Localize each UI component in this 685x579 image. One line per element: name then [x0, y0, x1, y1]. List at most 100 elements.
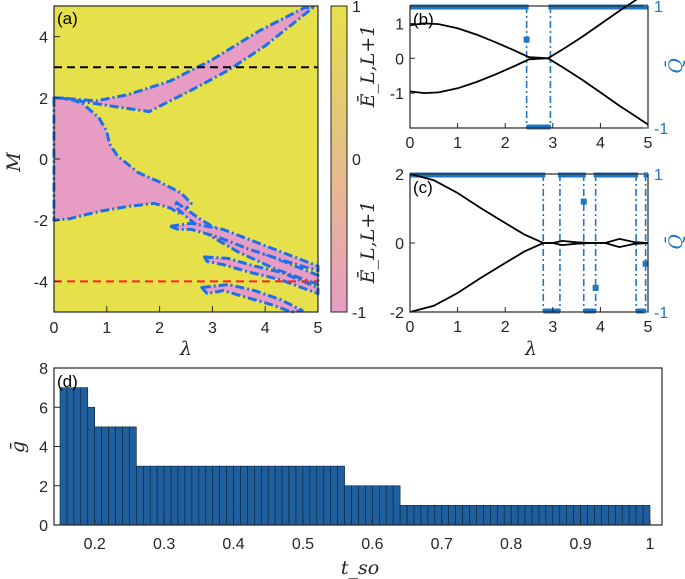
- a-xtick-label: 0: [50, 320, 59, 337]
- bar: [344, 485, 352, 526]
- bar: [503, 505, 512, 526]
- bar: [545, 505, 554, 526]
- bar: [80, 387, 89, 526]
- bar: [385, 485, 394, 526]
- d-ytick-label: 0: [39, 518, 48, 535]
- bar: [94, 426, 102, 526]
- bar: [496, 505, 505, 526]
- bar: [142, 465, 151, 526]
- region-main-lobe: [54, 97, 192, 221]
- bar: [267, 465, 276, 526]
- bar: [559, 505, 568, 526]
- d-xtick-label: 0.6: [361, 536, 383, 553]
- b-q-marker: [523, 36, 530, 43]
- panel-a-heatmap: 0 1 2 3 4 5 4 2 0 -2 -4 (a) M λ 1 0 -1: [3, 0, 366, 360]
- bar: [163, 465, 172, 526]
- region-lower-branch-3: [204, 256, 318, 294]
- b-xtick-label: 2: [501, 135, 510, 152]
- a-xtick-label: 4: [261, 320, 270, 337]
- b-xtick-label: 5: [644, 135, 653, 152]
- d-xtick-label: 0.9: [569, 536, 591, 553]
- d-xtick-label: 0.5: [292, 536, 314, 553]
- panel-c-xlabel: λ: [524, 338, 537, 360]
- bar: [288, 465, 297, 526]
- bar: [455, 505, 463, 526]
- bar: [101, 426, 109, 526]
- panel-c-line: 0 1 2 3 4 520-21-1 (c) Ē_L,L+1 Q̄ λ: [356, 167, 685, 360]
- bar: [392, 485, 401, 526]
- b-ytick-right-label: 1: [654, 0, 663, 16]
- c-ytick-label: -2: [390, 305, 404, 322]
- c-ytick-label: 2: [395, 167, 404, 184]
- bar: [628, 505, 637, 526]
- a-xtick-label: 1: [102, 320, 111, 337]
- colorbar: [330, 5, 348, 313]
- panel-b-line: 0 1 2 3 4 5 1 0 -1 1 -1 (b) Ē_L,L+1 Q̄: [356, 0, 685, 152]
- c-line-E-lower: [409, 242, 649, 313]
- bar: [378, 485, 387, 526]
- bar: [614, 505, 623, 526]
- c-xtick-label: 4: [596, 319, 605, 336]
- d-xtick-label: 0.7: [431, 536, 453, 553]
- bar: [510, 505, 519, 526]
- bar: [205, 465, 214, 526]
- d-xtick-label: 0.2: [84, 536, 106, 553]
- bar: [642, 505, 651, 526]
- bar: [295, 465, 304, 526]
- bar: [260, 465, 269, 526]
- panel-d-xlabel: t_so: [341, 557, 379, 579]
- bar: [129, 426, 137, 526]
- d-ytick-label: 8: [39, 361, 48, 378]
- bar: [274, 465, 283, 526]
- bar: [441, 505, 450, 526]
- panel-c-label: (c): [413, 178, 433, 197]
- d-xtick-label: 0.8: [500, 536, 522, 553]
- c-q-marker: [642, 260, 649, 267]
- bar: [281, 465, 290, 526]
- bar: [566, 505, 574, 526]
- region-lower-branch-2: [170, 223, 318, 271]
- b-ytick-right-label: -1: [654, 121, 668, 138]
- panel-d-ylabel: ḡ: [7, 441, 29, 453]
- bar: [226, 465, 234, 526]
- panel-b-ylabel-right: Q̄: [664, 58, 685, 74]
- bar: [115, 426, 123, 526]
- bar: [573, 505, 581, 526]
- bar: [580, 505, 588, 526]
- bar: [184, 465, 193, 526]
- b-xtick-label: 3: [548, 135, 557, 152]
- d-xtick-label: 0.3: [153, 536, 175, 553]
- panel-c-ylabel: Ē_L,L+1: [356, 201, 379, 285]
- bar: [170, 465, 179, 526]
- boundary-upper-branch: [57, 6, 315, 114]
- bar: [156, 465, 165, 526]
- bar: [476, 505, 484, 526]
- b-ytick-label: 1: [395, 16, 404, 33]
- bar: [198, 465, 207, 526]
- a-ytick-label: 0: [39, 152, 48, 169]
- b-xtick-label: 0: [406, 135, 415, 152]
- d-ytick-label: 6: [39, 400, 48, 417]
- bar: [233, 465, 241, 526]
- c-xtick-label: 0: [406, 319, 415, 336]
- colorbar-tick-label: -1: [352, 305, 366, 322]
- c-xtick-label: 5: [644, 319, 653, 336]
- bar: [462, 505, 470, 526]
- b-ytick-label: -1: [390, 86, 404, 103]
- bar: [483, 505, 491, 526]
- panel-c-frame: [409, 173, 649, 313]
- bar: [594, 505, 602, 526]
- a-xtick-label: 5: [314, 320, 323, 337]
- d-xtick-label: 0.4: [222, 536, 244, 553]
- bar: [87, 406, 96, 526]
- bar: [254, 465, 262, 526]
- bar: [59, 387, 68, 526]
- panel-a-xlabel: λ: [179, 338, 192, 360]
- bar: [434, 505, 443, 526]
- bar: [240, 465, 248, 526]
- bar: [552, 505, 561, 526]
- b-xtick-label: 1: [453, 135, 462, 152]
- a-ytick-label: 2: [39, 91, 48, 108]
- bar: [635, 505, 644, 526]
- c-ytick-label: 0: [395, 236, 404, 253]
